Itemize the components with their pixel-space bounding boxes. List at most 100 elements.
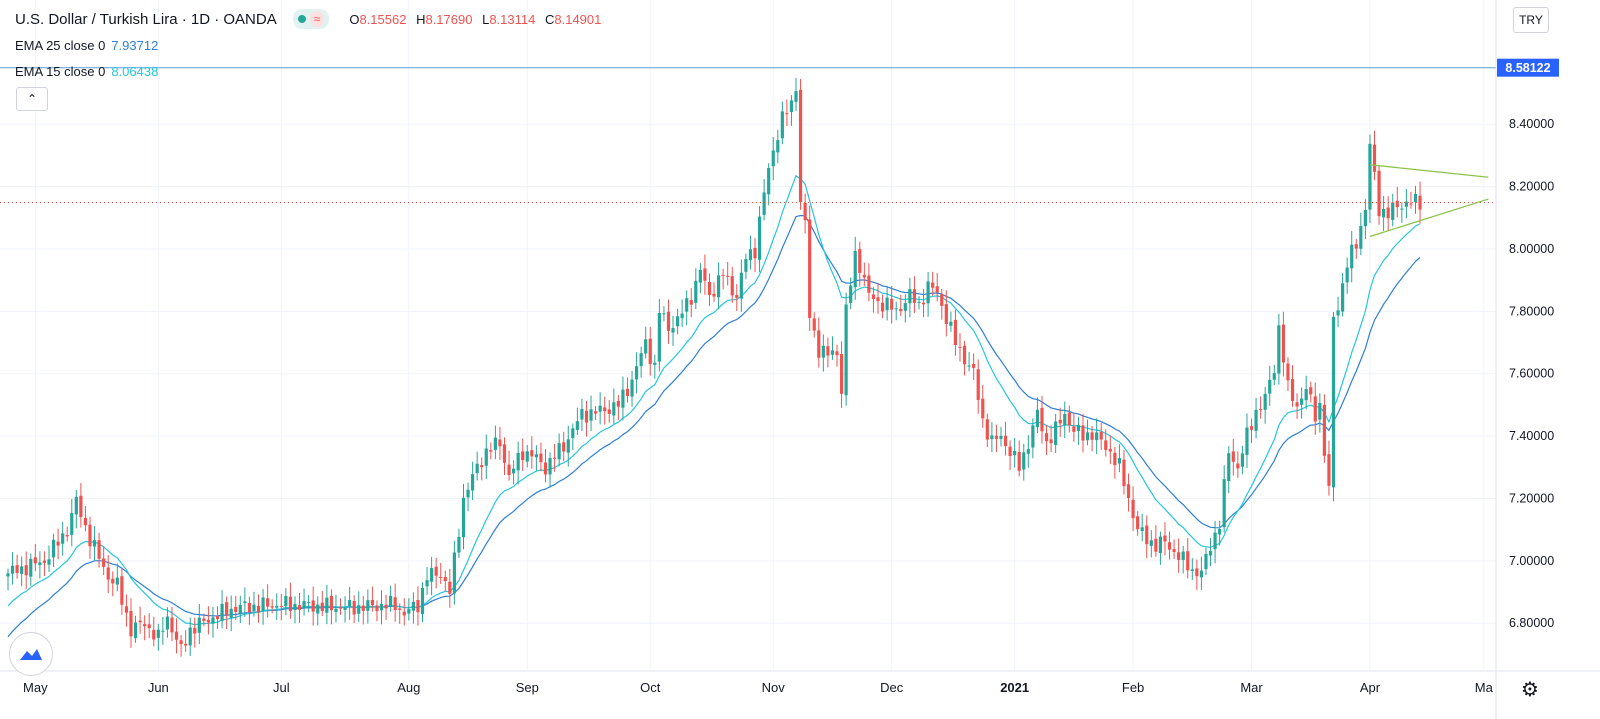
candle-body bbox=[762, 192, 766, 215]
candle-body bbox=[1281, 324, 1285, 363]
symbol-title[interactable]: U.S. Dollar / Turkish Lira · 1D · OANDA bbox=[15, 10, 277, 28]
candle-body bbox=[165, 616, 170, 630]
candle-body bbox=[1222, 479, 1226, 528]
candle-body bbox=[61, 533, 65, 544]
candle-body bbox=[698, 269, 702, 283]
x-tick-label: May bbox=[23, 680, 48, 695]
candle-body bbox=[634, 366, 639, 380]
candle-body bbox=[416, 600, 420, 613]
candle-body bbox=[607, 409, 611, 414]
candle-body bbox=[1167, 542, 1172, 550]
candle-body bbox=[24, 565, 28, 576]
candle-body bbox=[507, 464, 511, 476]
tradingview-logo-icon[interactable] bbox=[9, 632, 53, 676]
candle-body bbox=[389, 595, 393, 608]
candle-body bbox=[1145, 525, 1149, 545]
candle-body bbox=[1117, 458, 1122, 464]
chevron-up-icon: ⌃ bbox=[26, 92, 38, 106]
candle-body bbox=[1309, 387, 1313, 395]
candle-body bbox=[767, 168, 771, 195]
candle-body bbox=[275, 605, 279, 608]
y-tick-label: 7.80000 bbox=[1509, 304, 1554, 318]
ema25-value: 7.93712 bbox=[111, 38, 159, 53]
low-label: L bbox=[482, 11, 490, 27]
candle-body bbox=[120, 576, 124, 605]
x-tick-label: Jul bbox=[273, 680, 290, 695]
open-value: 8.15562 bbox=[359, 11, 407, 27]
candle-body bbox=[1013, 450, 1017, 456]
candle-body bbox=[871, 294, 876, 299]
indicator-ema25[interactable]: EMA 25 close 0 7.93712 bbox=[15, 38, 158, 53]
collapse-legend-button[interactable]: ⌃ bbox=[16, 87, 48, 111]
market-status-pill[interactable]: ≈ bbox=[292, 9, 330, 29]
high-value: 8.17690 bbox=[425, 11, 473, 27]
candle-body bbox=[1290, 379, 1295, 401]
candle-body bbox=[612, 402, 616, 416]
candle-body bbox=[334, 608, 338, 612]
gear-icon[interactable]: ⚙ bbox=[1521, 679, 1539, 701]
candle-body bbox=[1049, 439, 1053, 444]
triangle-trendline bbox=[1369, 164, 1489, 178]
candle-body bbox=[1318, 402, 1322, 420]
candle-body bbox=[908, 289, 912, 304]
candle-body bbox=[498, 439, 502, 447]
chart-overlays: 8.58122 bbox=[0, 58, 1559, 238]
candle-body bbox=[653, 362, 657, 365]
candle-body bbox=[484, 448, 488, 466]
y-tick-label: 7.00000 bbox=[1509, 554, 1554, 568]
candle-body bbox=[234, 606, 238, 613]
candle-body bbox=[1058, 419, 1062, 424]
candle-body bbox=[844, 304, 848, 396]
candle-body bbox=[256, 605, 261, 612]
candle-body bbox=[730, 276, 734, 296]
candle-body bbox=[603, 407, 607, 412]
candle-body bbox=[721, 274, 725, 276]
candle-body bbox=[962, 345, 967, 365]
candle-body bbox=[935, 286, 939, 293]
candle-body bbox=[480, 465, 484, 468]
candle-body bbox=[184, 643, 188, 646]
candle-body bbox=[379, 603, 384, 611]
candle-body bbox=[1350, 244, 1354, 269]
candle-body bbox=[1090, 432, 1094, 440]
candle-body bbox=[1331, 316, 1336, 488]
candle-body bbox=[320, 602, 324, 611]
candle-body bbox=[1231, 451, 1235, 462]
logo-cloud-icon bbox=[20, 649, 42, 660]
currency-button[interactable]: TRY bbox=[1513, 7, 1549, 33]
x-tick-label: Mar bbox=[1240, 680, 1263, 695]
candle-body bbox=[1313, 396, 1317, 422]
candle-body bbox=[475, 463, 479, 474]
candle-body bbox=[1163, 535, 1167, 542]
candle-body bbox=[917, 301, 921, 303]
candle-body bbox=[1017, 452, 1021, 471]
candle-body bbox=[849, 285, 853, 303]
indicator-ema15[interactable]: EMA 15 close 0 8.06438 bbox=[15, 64, 158, 79]
candle-body bbox=[1409, 203, 1413, 205]
candle-body bbox=[894, 308, 898, 310]
candle-body bbox=[338, 607, 343, 609]
candle-body bbox=[102, 558, 106, 567]
candle-body bbox=[106, 567, 110, 580]
candle-body bbox=[839, 354, 844, 394]
ema15-label: EMA 15 close 0 bbox=[15, 64, 106, 79]
candle-body bbox=[671, 328, 675, 333]
x-tick-label: Aug bbox=[397, 680, 420, 695]
candle-body bbox=[270, 606, 274, 608]
candle-body bbox=[593, 411, 598, 414]
candle-body bbox=[225, 602, 229, 616]
candle-body bbox=[598, 405, 602, 412]
candle-body bbox=[921, 302, 926, 305]
candle-body bbox=[812, 318, 816, 331]
ema25-line bbox=[7, 214, 1421, 638]
candle-body bbox=[288, 596, 293, 611]
candle-body bbox=[1199, 570, 1204, 578]
candle-body bbox=[70, 513, 74, 535]
candle-body bbox=[6, 573, 10, 577]
candle-body bbox=[1026, 449, 1030, 454]
candle-body bbox=[188, 627, 192, 646]
candle-body bbox=[247, 602, 252, 613]
candle-body bbox=[220, 603, 224, 621]
candle-body bbox=[1104, 440, 1108, 450]
